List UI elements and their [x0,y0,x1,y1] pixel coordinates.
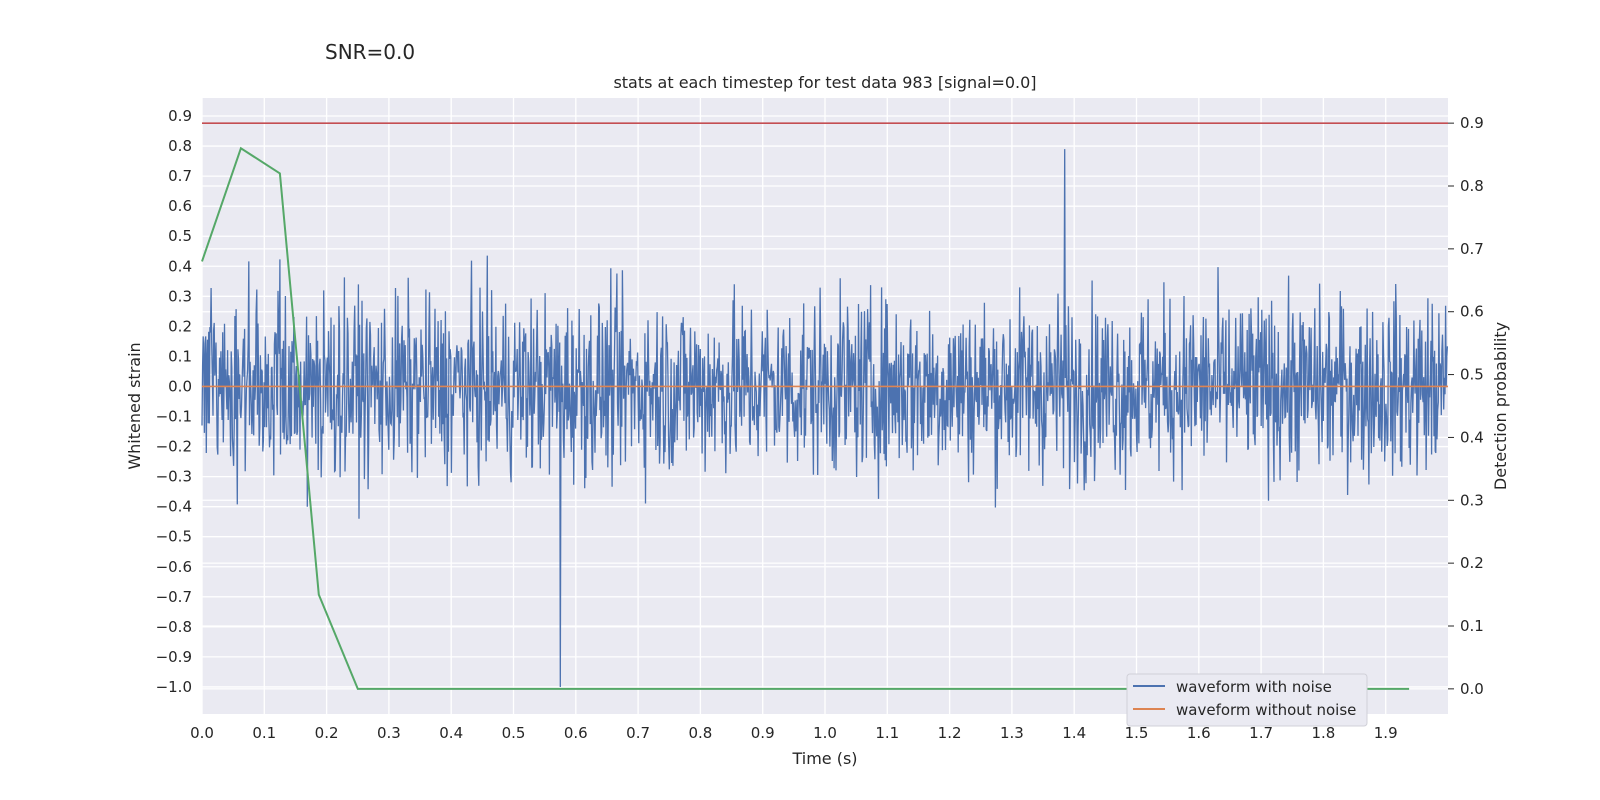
x-tick-label: 1.9 [1374,724,1398,742]
y2-tick-label: 0.8 [1460,177,1484,195]
y-tick-label: −0.2 [156,438,192,456]
y-tick-label: −0.7 [156,588,192,606]
y-tick-label: 0.7 [168,167,192,185]
y2-tick-label: 0.6 [1460,303,1484,321]
x-tick-label: 0.6 [564,724,588,742]
y-tick-label: 0.9 [168,107,192,125]
x-tick-label: 0.5 [502,724,526,742]
y-tick-label: 0.3 [168,287,192,305]
x-tick-label: 1.7 [1249,724,1273,742]
x-tick-label: 1.3 [1000,724,1024,742]
x-tick-label: 0.3 [377,724,401,742]
x-tick-label: 0.4 [439,724,463,742]
legend: waveform with noise waveform without noi… [1126,673,1368,727]
x-tick-label: 1.4 [1062,724,1086,742]
y2-tick-label: 0.9 [1460,114,1484,132]
x-tick-label: 0.0 [190,724,214,742]
x-tick-label: 0.7 [626,724,650,742]
y2-tick-label: 0.7 [1460,240,1484,258]
y-tick-label: 0.6 [168,197,192,215]
y-tick-labels: 0.9 0.8 0.7 0.6 0.5 0.4 0.3 0.2 0.1 0.0 −0.1 −0.2 −0… [156,107,192,696]
y2-tick-label: 0.1 [1460,617,1484,635]
x-tick-label: 0.8 [688,724,712,742]
y-axis-label: Whitened strain [125,342,144,469]
x-tick-label: 0.9 [751,724,775,742]
x-tick-label: 1.1 [875,724,899,742]
y2-tick-labels: 0.9 0.8 0.7 0.6 0.5 0.4 0.3 0.2 0.1 0.0 [1448,114,1484,698]
y-tick-label: −0.8 [156,618,192,636]
x-tick-label: 1.2 [938,724,962,742]
x-tick-labels: 0.0 0.1 0.2 0.3 0.4 0.5 0.6 0.7 0.8 0.9 1.0 1.1 1.2 1… [190,724,1398,742]
detection-probability-line [201,146,1410,690]
y-tick-label: 0.2 [168,317,192,335]
legend-label-clean: waveform without noise [1176,701,1356,719]
x-axis-label: Time (s) [791,749,857,768]
y2-tick-label: 0.2 [1460,554,1484,572]
y2-tick-label: 0.4 [1460,428,1484,446]
y2-axis-label: Detection probability [1491,322,1510,490]
y-tick-label: −0.4 [156,498,192,516]
y-tick-label: −1.0 [156,678,192,696]
y-tick-label: −0.9 [156,648,192,666]
x-tick-label: 1.0 [813,724,837,742]
y-tick-label: 0.5 [168,227,192,245]
legend-box [1126,673,1368,727]
waveform-with-noise-line [201,149,1449,688]
x-tick-label: 1.6 [1187,724,1211,742]
x-tick-label: 0.2 [315,724,339,742]
y-tick-label: −0.1 [156,408,192,426]
series-lines [201,122,1449,690]
chart-title: stats at each timestep for test data 983… [613,73,1036,92]
legend-label-noise: waveform with noise [1176,678,1332,696]
y2-tick-label: 0.3 [1460,491,1484,509]
y-tick-label: 0.8 [168,137,192,155]
x-tick-label: 0.1 [252,724,276,742]
x-tick-label: 1.5 [1125,724,1149,742]
y-tick-label: 0.1 [168,347,192,365]
y-tick-label: −0.5 [156,528,192,546]
y2-tick-label: 0.0 [1460,680,1484,698]
y2-tick-label: 0.5 [1460,366,1484,384]
snr-suptitle: SNR=0.0 [325,40,416,64]
y-tick-label: 0.0 [168,377,192,395]
x-tick-label: 1.8 [1311,724,1335,742]
y-tick-label: −0.6 [156,558,192,576]
y-tick-label: −0.3 [156,468,192,486]
y-tick-label: 0.4 [168,257,192,275]
